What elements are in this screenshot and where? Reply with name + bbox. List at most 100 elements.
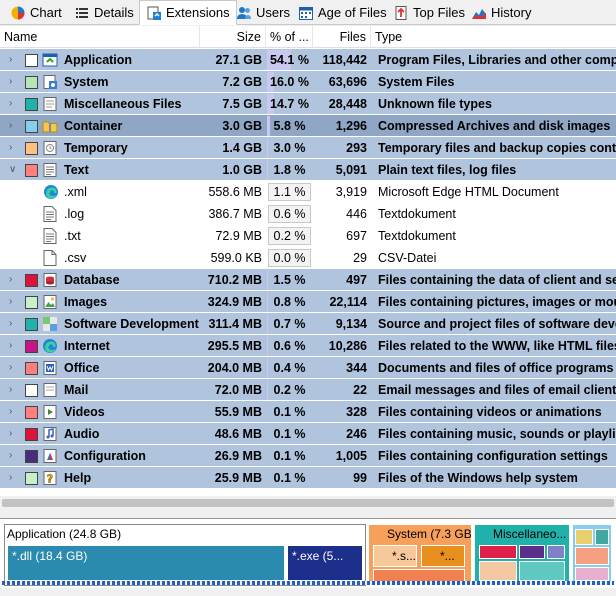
chevron-down-icon[interactable]: ∨ xyxy=(9,164,17,175)
treemap-block-misc-5[interactable] xyxy=(519,561,565,581)
treemap-block-container[interactable] xyxy=(572,524,612,586)
category-row[interactable]: › System 7.2 GB 16.0 % 63,696 System Files xyxy=(0,71,616,93)
container-icon xyxy=(42,118,58,134)
extension-row[interactable]: .txt 72.9 MB 0.2 % 697 Textdokument xyxy=(0,225,616,247)
row-type: Temporary files and backup copies contai… xyxy=(378,141,616,155)
row-percent: 0.2 % xyxy=(273,383,306,397)
extension-row[interactable]: .csv 599.0 KB 0.0 % 29 CSV-Datei xyxy=(0,247,616,269)
tab-details[interactable]: Details xyxy=(68,1,140,24)
category-row[interactable]: › Internet 295.5 MB 0.6 % 10,286 Files relate… xyxy=(0,335,616,357)
color-swatch[interactable] xyxy=(25,406,38,419)
chevron-right-icon[interactable]: › xyxy=(9,54,13,65)
row-percent: 5.8 % xyxy=(273,119,306,133)
treemap-block-misc-1[interactable] xyxy=(479,545,517,559)
row-size: 324.9 MB xyxy=(207,295,262,309)
color-swatch[interactable] xyxy=(25,384,38,397)
color-swatch[interactable] xyxy=(25,76,38,89)
column-header-files[interactable]: Files xyxy=(313,26,371,48)
tab-extensions[interactable]: Extensions xyxy=(139,0,237,25)
treemap-block-miscellaneous[interactable]: Miscellaneo... xyxy=(474,524,570,586)
treemap[interactable]: Application (24.8 GB) *.dll (18.4 GB) *.… xyxy=(0,518,616,588)
row-size: 558.6 MB xyxy=(208,185,262,199)
color-swatch[interactable] xyxy=(25,472,38,485)
color-swatch[interactable] xyxy=(25,450,38,463)
treemap-block-misc-4[interactable] xyxy=(479,561,517,581)
treemap-block-container-3[interactable] xyxy=(575,547,609,565)
category-row[interactable]: › Database 710.2 MB 1.5 % 497 Files containin… xyxy=(0,269,616,291)
color-swatch[interactable] xyxy=(25,318,38,331)
category-row[interactable]: › Application 27.1 GB 54.1 % 118,442 Program … xyxy=(0,49,616,71)
category-row[interactable]: › Temporary 1.4 GB 3.0 % 293 Temporary files … xyxy=(0,137,616,159)
category-row[interactable]: › Configuration 26.9 MB 0.1 % 1,005 Files con… xyxy=(0,445,616,467)
row-files: 497 xyxy=(346,273,367,287)
tab-users[interactable]: Users xyxy=(230,1,296,24)
tab-label: Chart xyxy=(30,5,62,20)
category-row[interactable]: › Software Development 311.4 MB 0.7 % 9,134 S… xyxy=(0,313,616,335)
row-size: 48.6 MB xyxy=(214,427,262,441)
extension-row[interactable]: .log 386.7 MB 0.6 % 446 Textdokument xyxy=(0,203,616,225)
treemap-block-application[interactable]: Application (24.8 GB) *.dll (18.4 GB) *.… xyxy=(4,524,366,586)
category-row[interactable]: › Mail 72.0 MB 0.2 % 22 Email messages and fi… xyxy=(0,379,616,401)
color-swatch[interactable] xyxy=(25,142,38,155)
category-row[interactable]: › Images 324.9 MB 0.8 % 22,114 Files containi… xyxy=(0,291,616,313)
chevron-right-icon[interactable]: › xyxy=(9,406,13,417)
treemap-block-system[interactable]: System (7.3 GB) *.s... *... xyxy=(368,524,472,586)
treemap-block-system-s[interactable]: *.s... xyxy=(373,545,417,567)
treemap-block-system-b[interactable]: *... xyxy=(421,545,465,567)
color-swatch[interactable] xyxy=(25,428,38,441)
category-row[interactable]: › Miscellaneous Files 7.5 GB 14.7 % 28,448 Un… xyxy=(0,93,616,115)
tab-history[interactable]: History xyxy=(465,1,537,24)
color-swatch[interactable] xyxy=(25,362,38,375)
column-header-type[interactable]: Type xyxy=(375,30,403,44)
chevron-right-icon[interactable]: › xyxy=(9,472,13,483)
column-header-size[interactable]: Size xyxy=(200,26,266,48)
row-size: 386.7 MB xyxy=(208,207,262,221)
color-swatch[interactable] xyxy=(25,120,38,133)
chevron-right-icon[interactable]: › xyxy=(9,384,13,395)
mail-icon xyxy=(42,382,58,398)
chevron-right-icon[interactable]: › xyxy=(9,296,13,307)
chevron-right-icon[interactable]: › xyxy=(9,340,13,351)
category-row[interactable]: › Office 204.0 MB 0.4 % 344 Documents and fil… xyxy=(0,357,616,379)
column-header-percent[interactable]: % of ... xyxy=(266,26,313,48)
category-row[interactable]: ∨ Text 1.0 GB 1.8 % 5,091 Plain text files, l… xyxy=(0,159,616,181)
category-row[interactable]: › Videos 55.9 MB 0.1 % 328 Files containing v… xyxy=(0,401,616,423)
chevron-right-icon[interactable]: › xyxy=(9,318,13,329)
row-files: 293 xyxy=(346,141,367,155)
chevron-right-icon[interactable]: › xyxy=(9,274,13,285)
color-swatch[interactable] xyxy=(25,340,38,353)
chevron-right-icon[interactable]: › xyxy=(9,120,13,131)
chevron-right-icon[interactable]: › xyxy=(9,76,13,87)
color-swatch[interactable] xyxy=(25,164,38,177)
treemap-block-misc-3[interactable] xyxy=(547,545,565,559)
extension-row[interactable]: .xml 558.6 MB 1.1 % 3,919 Microsoft Edge HTM… xyxy=(0,181,616,203)
treemap-block-misc-2[interactable] xyxy=(519,545,545,559)
color-swatch[interactable] xyxy=(25,296,38,309)
horizontal-scrollbar[interactable] xyxy=(0,496,616,510)
row-size: 25.9 MB xyxy=(214,471,262,485)
category-row[interactable]: › Audio 48.6 MB 0.1 % 246 Files containing mu… xyxy=(0,423,616,445)
chevron-right-icon[interactable]: › xyxy=(9,142,13,153)
chevron-right-icon[interactable]: › xyxy=(9,98,13,109)
row-type: Source and project files of software dev… xyxy=(378,317,616,331)
chevron-right-icon[interactable]: › xyxy=(9,428,13,439)
color-swatch[interactable] xyxy=(25,98,38,111)
treemap-block-dll[interactable]: *.dll (18.4 GB) xyxy=(7,545,285,581)
color-swatch[interactable] xyxy=(25,274,38,287)
chevron-right-icon[interactable]: › xyxy=(9,362,13,373)
category-row[interactable]: ›? Help 25.9 MB 0.1 % 99 Files of the Windows… xyxy=(0,467,616,489)
treemap-label: Miscellaneo... xyxy=(493,527,567,541)
tab-chart[interactable]: Chart xyxy=(4,1,68,24)
category-row[interactable]: › Container 3.0 GB 5.8 % 1,296 Compressed Arc… xyxy=(0,115,616,137)
tab-top-files[interactable]: Top Files xyxy=(387,1,471,24)
color-swatch[interactable] xyxy=(25,54,38,67)
treemap-block-exe[interactable]: *.exe (5... xyxy=(287,545,363,581)
treemap-block-container-2[interactable] xyxy=(595,529,609,545)
treemap-block-container-1[interactable] xyxy=(575,529,593,545)
row-size: 27.1 GB xyxy=(215,53,262,67)
column-header-name[interactable]: Name xyxy=(0,26,200,48)
tab-age-of-files[interactable]: Age of Files xyxy=(292,1,393,24)
scrollbar-thumb[interactable] xyxy=(2,499,614,507)
chevron-right-icon[interactable]: › xyxy=(9,450,13,461)
treemap-block-container-4[interactable] xyxy=(575,567,609,581)
